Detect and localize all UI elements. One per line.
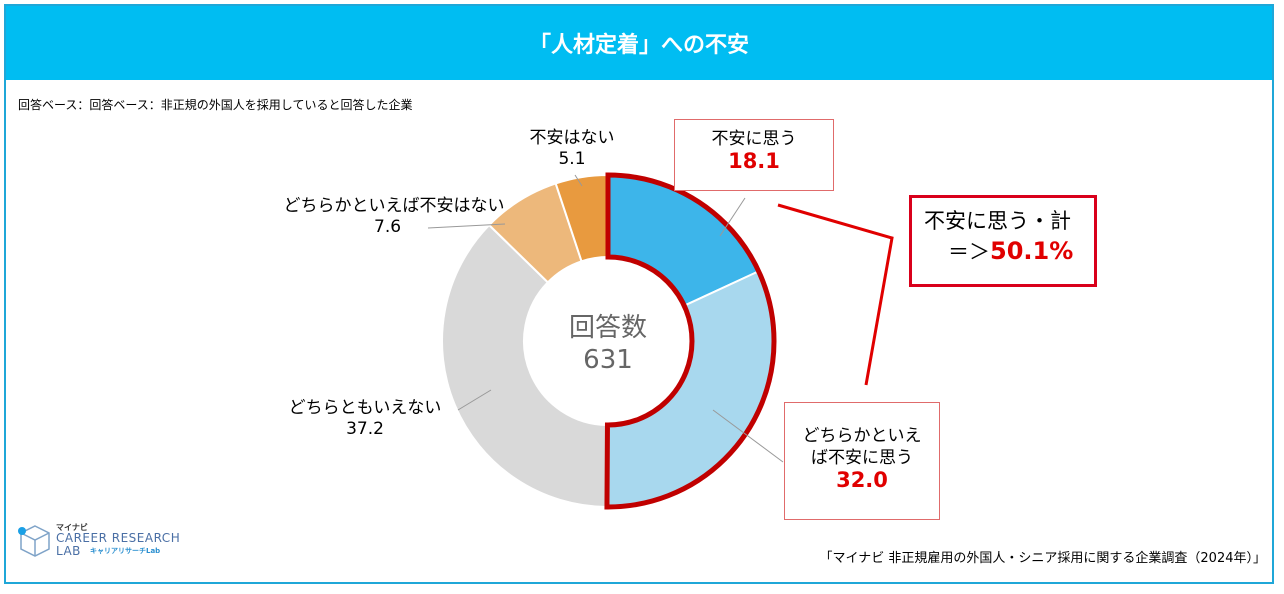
donut-slice-2: [441, 223, 609, 509]
center-value: 631: [583, 345, 633, 375]
logo-sub: キャリアリサーチLab: [90, 547, 161, 555]
cube-logo-icon: [18, 525, 50, 557]
highlight-outline: [604, 172, 777, 510]
label-docchi-nai: どちらかといえば不安はない 7.6: [283, 196, 505, 237]
total-prefix: ＝＞: [948, 240, 990, 264]
leader-line-docchi-fuan: [712, 409, 784, 463]
leader-line-docchi-nai: [427, 223, 506, 229]
chart-title: 「人材定着」への不安: [6, 6, 1272, 80]
label-fuan: 不安に思う 18.1: [674, 119, 834, 191]
label-fuan-nai: 不安はない 5.1: [529, 128, 615, 169]
logo-kana: マイナビ: [56, 523, 88, 532]
total-connector-line: [777, 203, 894, 386]
label-docchi-mo: どちらともいえない 37.2: [288, 398, 442, 439]
leader-line-docchi-mo: [457, 389, 492, 411]
leader-line-fuan-nai: [574, 174, 583, 187]
career-research-lab-logo: マイナビ CAREER RESEARCH LAB キャリアリサーチLab: [16, 522, 186, 562]
source-note: 「マイナビ 非正規雇用の外国人・シニア採用に関する企業調査（2024年）」: [819, 551, 1266, 566]
outer-frame: [4, 4, 1274, 584]
total-value: 50.1%: [990, 237, 1074, 265]
base-note: 回答ベース：回答ベース：非正規の外国人を採用していると回答した企業: [18, 98, 413, 112]
total-box: 不安に思う・計 ＝＞50.1%: [909, 195, 1097, 287]
logo-name: CAREER RESEARCH LAB: [56, 531, 181, 558]
center-label: 回答数 631: [548, 312, 668, 376]
leader-line-fuan: [719, 197, 746, 237]
total-label: 不安に思う・計: [924, 209, 1071, 233]
center-label-text: 回答数: [568, 313, 647, 343]
label-docchi-fuan: どちらかといえ ば不安に思う 32.0: [784, 402, 940, 520]
donut-slice-1: [605, 269, 775, 508]
